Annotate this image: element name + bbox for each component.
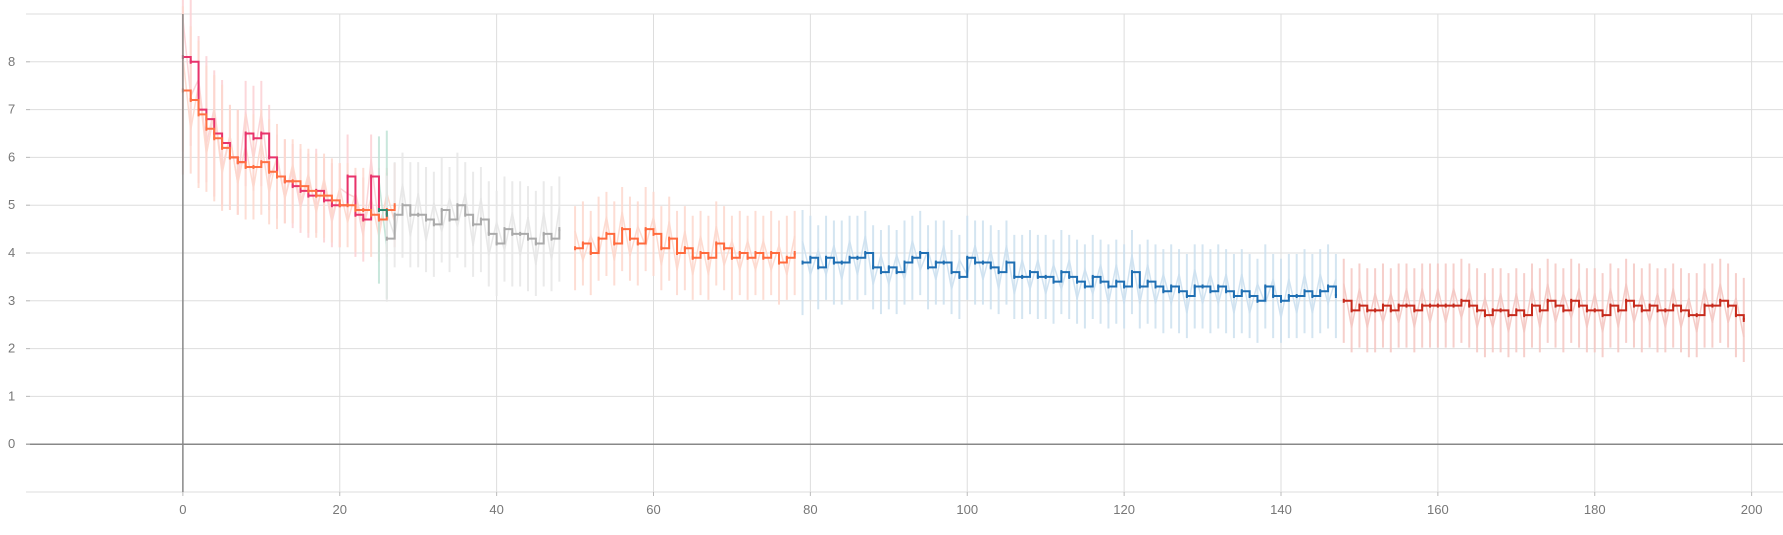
series-line xyxy=(1343,299,1745,320)
y-tick-label: 4 xyxy=(8,245,15,260)
x-tick-label: 20 xyxy=(333,502,347,517)
series-shadow-line xyxy=(1343,283,1745,338)
y-tick-label: 1 xyxy=(8,388,15,403)
x-tick-label: 160 xyxy=(1427,502,1449,517)
y-tick-label: 3 xyxy=(8,293,15,308)
series-shadow-line xyxy=(801,235,1337,319)
series-shadow-line xyxy=(386,183,561,266)
axis-layer xyxy=(26,14,1783,496)
x-tick-label: 40 xyxy=(489,502,503,517)
error-band-layer xyxy=(181,0,1745,362)
y-tick-label: 0 xyxy=(8,436,15,451)
series-line-layer xyxy=(181,55,1745,322)
x-tick-label: 120 xyxy=(1113,502,1135,517)
y-tick-label: 7 xyxy=(8,102,15,117)
x-tick-label: 100 xyxy=(956,502,978,517)
y-tick-label: 2 xyxy=(8,341,15,356)
series-shadow-line xyxy=(574,211,796,276)
x-tick-label: 140 xyxy=(1270,502,1292,517)
x-tick-label: 80 xyxy=(803,502,817,517)
y-tick-label: 5 xyxy=(8,197,15,212)
series-line xyxy=(182,89,396,221)
x-tick-label: 0 xyxy=(179,502,186,517)
y-tick-label: 6 xyxy=(8,149,15,164)
x-tick-label: 60 xyxy=(646,502,660,517)
series-shadow-line xyxy=(378,179,388,250)
x-tick-label: 180 xyxy=(1584,502,1606,517)
y-tick-label: 8 xyxy=(8,54,15,69)
x-tick-label: 200 xyxy=(1741,502,1763,517)
